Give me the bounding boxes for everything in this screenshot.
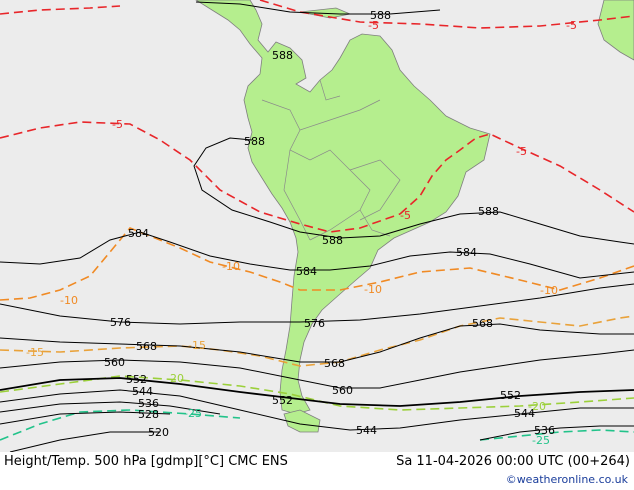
label-584: 584 bbox=[456, 246, 477, 259]
credit-link[interactable]: ©weatheronline.co.uk bbox=[505, 473, 628, 486]
label-588: 588 bbox=[244, 135, 265, 148]
label-576: 576 bbox=[304, 317, 325, 330]
label-minus10: -10 bbox=[540, 284, 558, 297]
label-560: 560 bbox=[332, 384, 353, 397]
contour-576 bbox=[0, 283, 634, 325]
label-536: 536 bbox=[534, 424, 555, 437]
map-canvas: 588 588 588 588 588 584 584 584 576 576 … bbox=[0, 0, 634, 452]
contour-568 bbox=[0, 323, 634, 363]
label-552: 552 bbox=[500, 389, 521, 402]
geopotential-labels: 588 588 588 588 588 584 584 584 576 576 … bbox=[104, 9, 555, 439]
label-552: 552 bbox=[272, 394, 293, 407]
temp-contours-minus15 bbox=[0, 315, 634, 367]
country-borders bbox=[261, 79, 401, 241]
contour-560 bbox=[0, 349, 634, 389]
label-544: 544 bbox=[356, 424, 377, 437]
label-minus5: -5 bbox=[566, 19, 577, 32]
label-minus25: -25 bbox=[184, 407, 202, 420]
label-minus20: -20 bbox=[166, 372, 184, 385]
contour-544 bbox=[0, 389, 634, 431]
label-minus25: -25 bbox=[532, 434, 550, 447]
label-528: 528 bbox=[138, 408, 159, 421]
contour-520 bbox=[9, 431, 160, 452]
label-minus5: -5 bbox=[400, 209, 411, 222]
label-584: 584 bbox=[128, 227, 149, 240]
geopotential-contours bbox=[0, 1, 634, 452]
label-544: 544 bbox=[514, 407, 535, 420]
label-minus10: -10 bbox=[364, 283, 382, 296]
map-title: Height/Temp. 500 hPa [gdmp][°C] CMC ENS bbox=[4, 454, 288, 469]
map-footer: Height/Temp. 500 hPa [gdmp][°C] CMC ENS … bbox=[0, 452, 634, 490]
label-584: 584 bbox=[296, 265, 317, 278]
label-minus10: -10 bbox=[60, 294, 78, 307]
label-560: 560 bbox=[104, 356, 125, 369]
temp-contours-minus25 bbox=[0, 409, 634, 441]
label-536: 536 bbox=[138, 397, 159, 410]
contour-536 bbox=[0, 401, 221, 415]
label-minus15: -15 bbox=[26, 346, 44, 359]
label-588: 588 bbox=[322, 234, 343, 247]
label-520: 520 bbox=[148, 426, 169, 439]
label-588: 588 bbox=[478, 205, 499, 218]
africa-edge bbox=[597, 0, 634, 61]
tierra-del-fuego bbox=[283, 409, 321, 433]
contour-528 bbox=[0, 411, 171, 425]
temp-contours-minus5 bbox=[0, 0, 634, 233]
temperature-labels: -5 -5 -5 -5 -5 -10 -10 -10 -10 -15 -15 -… bbox=[26, 19, 577, 447]
label-minus15: -15 bbox=[188, 339, 206, 352]
label-568: 568 bbox=[472, 317, 493, 330]
south-america-landmass bbox=[195, 0, 491, 415]
label-minus5: -5 bbox=[516, 145, 527, 158]
label-588: 588 bbox=[370, 9, 391, 22]
temp-contours-minus10 bbox=[0, 227, 634, 301]
label-568: 568 bbox=[324, 357, 345, 370]
contour-588-north bbox=[195, 1, 441, 15]
temp-contours-minus20 bbox=[0, 375, 634, 411]
contour-584 bbox=[0, 231, 634, 279]
label-minus20: -20 bbox=[528, 400, 546, 413]
label-544: 544 bbox=[132, 385, 153, 398]
label-552: 552 bbox=[126, 373, 147, 386]
contour-588-south bbox=[193, 137, 634, 245]
label-576: 576 bbox=[110, 316, 131, 329]
contour-536-east bbox=[479, 425, 634, 441]
label-minus5: -5 bbox=[368, 19, 379, 32]
label-minus5: -5 bbox=[112, 118, 123, 131]
label-568: 568 bbox=[136, 340, 157, 353]
forecast-datetime: Sa 11-04-2026 00:00 UTC (00+264) bbox=[396, 454, 630, 469]
contour-552 bbox=[0, 377, 634, 407]
label-minus10: -10 bbox=[222, 260, 240, 273]
label-588: 588 bbox=[272, 49, 293, 62]
